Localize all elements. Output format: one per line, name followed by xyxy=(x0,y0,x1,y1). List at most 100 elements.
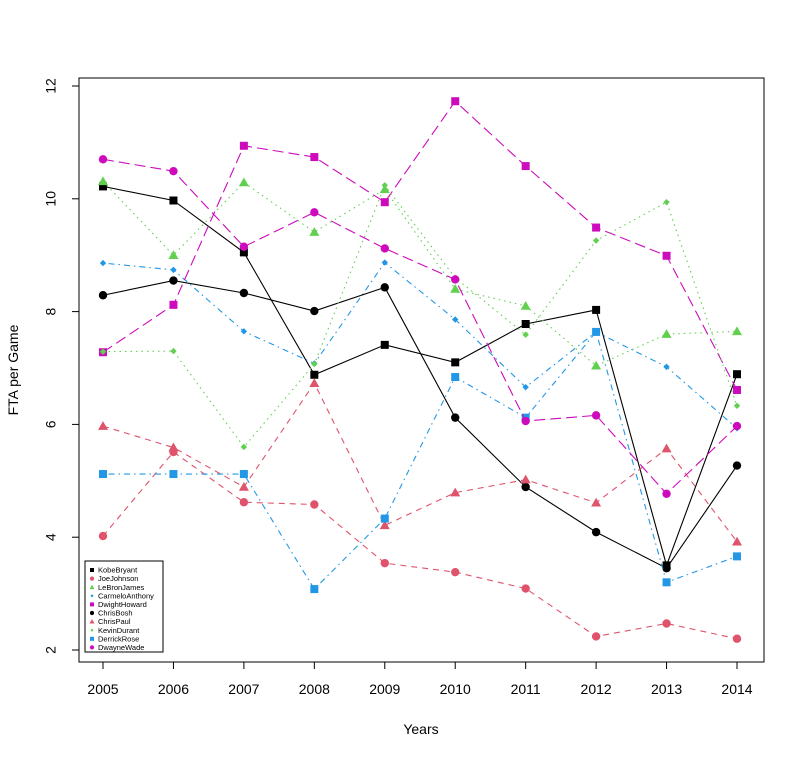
data-point xyxy=(311,360,318,368)
series-line xyxy=(102,184,738,448)
series-ChrisBosh xyxy=(98,276,742,573)
legend-label: DerrickRose xyxy=(98,634,139,643)
data-point xyxy=(662,251,671,260)
series-line xyxy=(102,180,738,367)
data-point xyxy=(733,552,741,561)
data-point xyxy=(520,474,531,484)
series-LeBronJames xyxy=(98,176,742,370)
data-point xyxy=(168,250,179,259)
y-tick-label: 8 xyxy=(43,307,59,315)
data-point xyxy=(732,326,742,336)
data-point xyxy=(592,237,600,244)
plot-frame xyxy=(78,77,765,663)
data-point xyxy=(309,227,320,236)
data-point xyxy=(98,291,108,300)
data-point xyxy=(521,584,530,593)
series-line xyxy=(102,382,738,543)
data-point xyxy=(661,443,672,453)
x-tick-label: 2007 xyxy=(228,681,259,697)
legend-marker xyxy=(90,636,94,641)
data-point xyxy=(592,327,601,336)
legend-marker xyxy=(89,645,95,650)
data-point xyxy=(592,305,601,314)
x-axis: 2005 2006 2007 2008 2009 2010 2011 2012 2013 2014 xyxy=(87,661,753,697)
y-axis: 2 4 6 8 10 12 xyxy=(43,78,80,654)
data-point xyxy=(239,470,248,479)
x-tick-label: 2010 xyxy=(440,681,471,697)
legend-label: KobeBryant xyxy=(98,566,138,575)
legend: KobeBryantJoeJohnsonLeBronJamesCarmeloAn… xyxy=(84,560,164,653)
data-point xyxy=(240,443,248,451)
data-point xyxy=(591,632,601,641)
x-tick-label: 2011 xyxy=(511,681,541,697)
series-line xyxy=(102,451,738,640)
y-tick-label: 6 xyxy=(43,420,59,428)
x-tick-label: 2014 xyxy=(721,681,752,697)
legend-marker xyxy=(90,602,94,607)
y-tick-label: 10 xyxy=(43,191,59,207)
data-point xyxy=(99,259,107,267)
data-point xyxy=(521,162,530,171)
data-point xyxy=(310,306,319,316)
data-point xyxy=(169,470,178,479)
series-DerrickRose xyxy=(99,327,741,594)
data-point xyxy=(99,182,107,191)
legend-label: ChrisPaul xyxy=(98,617,131,626)
series-ChrisPaul xyxy=(98,378,742,546)
data-point xyxy=(521,320,530,329)
legend-marker xyxy=(90,628,94,632)
data-point xyxy=(98,531,108,541)
data-point xyxy=(239,141,248,150)
legend-marker xyxy=(89,619,95,624)
x-axis-label: Years xyxy=(403,721,438,737)
data-point xyxy=(309,378,320,387)
y-tick-label: 2 xyxy=(43,646,59,654)
data-point xyxy=(240,328,248,335)
data-point xyxy=(732,421,742,431)
data-point xyxy=(450,284,461,293)
series-JoeJohnson xyxy=(98,447,742,643)
data-point xyxy=(168,442,179,452)
data-point xyxy=(310,370,319,379)
data-point xyxy=(662,489,671,498)
data-point xyxy=(98,155,108,164)
data-point xyxy=(380,558,389,568)
legend-label: LeBronJames xyxy=(98,583,145,592)
data-point xyxy=(522,331,529,338)
data-point xyxy=(732,634,742,643)
x-tick-label: 2012 xyxy=(581,681,612,697)
data-point xyxy=(451,358,460,367)
y-axis-label: FTA per Game xyxy=(5,324,21,415)
x-tick-label: 2013 xyxy=(651,681,682,697)
legend-label: DwayneWade xyxy=(98,643,144,652)
data-point xyxy=(380,244,389,253)
legend-label: CarmeloAnthony xyxy=(98,591,154,600)
data-point xyxy=(170,266,177,274)
data-point xyxy=(239,242,249,251)
data-point xyxy=(170,347,177,355)
legend-box xyxy=(84,560,164,653)
legend-marker xyxy=(89,610,95,616)
series-DwightHoward xyxy=(99,97,741,394)
series-line xyxy=(102,261,738,429)
legend-marker xyxy=(90,568,94,572)
data-point xyxy=(451,373,460,382)
data-point xyxy=(381,259,388,266)
legend-label: KevinDurant xyxy=(98,626,140,635)
series-line xyxy=(102,158,738,495)
data-point xyxy=(380,198,389,207)
data-point xyxy=(451,97,460,106)
data-point xyxy=(98,421,108,430)
x-tick-label: 2005 xyxy=(87,681,118,697)
data-point xyxy=(451,567,460,577)
series-KobeBryant xyxy=(99,182,741,570)
data-point xyxy=(733,402,741,409)
data-point xyxy=(662,564,671,573)
series-line xyxy=(102,280,738,569)
series-line xyxy=(102,100,738,391)
y-tick-label: 12 xyxy=(43,78,59,94)
data-point xyxy=(310,208,319,217)
data-point xyxy=(521,416,530,426)
data-point xyxy=(310,153,319,162)
